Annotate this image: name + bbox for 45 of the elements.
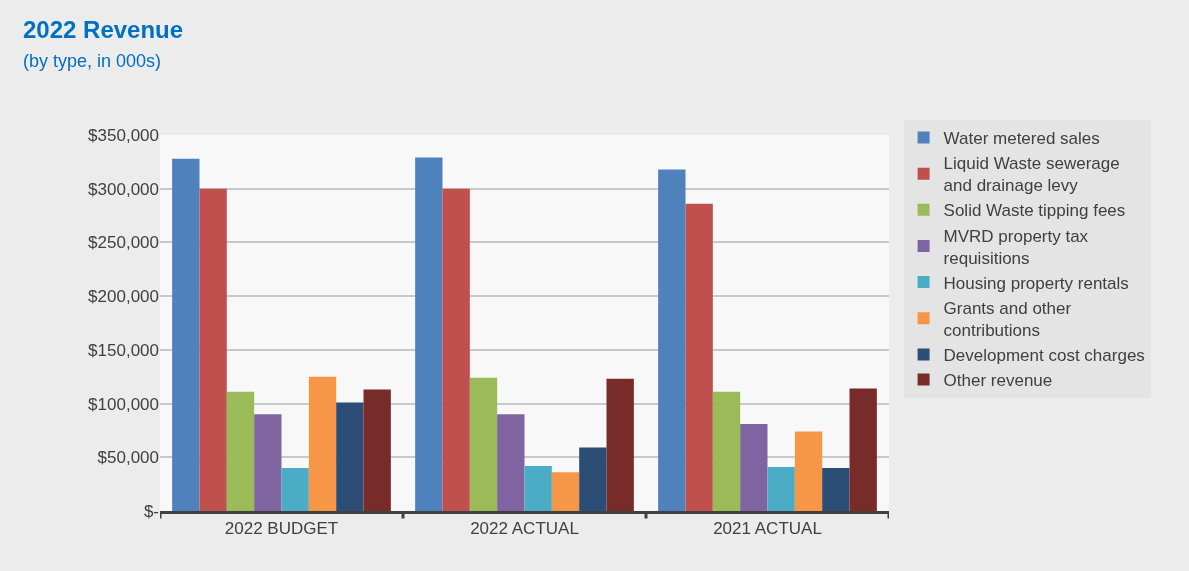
x-tick-label: 2022 BUDGET (224, 519, 339, 539)
legend-label: Water metered sales (943, 129, 1100, 149)
bar (226, 391, 255, 511)
bar (794, 431, 823, 511)
bar (199, 188, 227, 511)
bar (712, 391, 741, 511)
legend-label: Grants and other contributions (943, 298, 1072, 340)
bar (767, 466, 795, 511)
chart-subtitle: (by type, in 000s) (23, 51, 162, 71)
bar (551, 472, 580, 511)
y-tick-label: $350,000 (88, 125, 159, 145)
bar (281, 468, 309, 511)
y-tick-label: $100,000 (88, 394, 159, 414)
bar (363, 389, 391, 511)
legend-label: Housing property rentals (943, 273, 1129, 293)
x-tick-label: 2021 ACTUAL (713, 519, 822, 539)
chart-title: 2022 Revenue (23, 16, 184, 43)
bar (740, 423, 768, 511)
x-tick-label: 2022 ACTUAL (470, 519, 579, 539)
bar (172, 158, 200, 511)
bar (415, 157, 443, 511)
bar (822, 468, 850, 511)
bar (254, 414, 282, 511)
bar (579, 447, 607, 511)
legend-label: Other revenue (943, 371, 1053, 391)
bar (849, 388, 877, 511)
legend-label: Solid Waste tipping fees (943, 201, 1126, 221)
legend-label: MVRD property tax requisitions (943, 226, 1089, 268)
y-tick-label: $- (143, 501, 159, 521)
bar (497, 414, 525, 511)
bar (336, 402, 364, 511)
bar (308, 376, 337, 511)
bar (469, 377, 498, 511)
y-tick-label: $300,000 (88, 179, 159, 199)
legend-label: Development cost charges (943, 346, 1145, 366)
y-tick-label: $50,000 (97, 448, 159, 468)
legend-label: Liquid Waste sewerage and drainage levy (943, 154, 1120, 196)
y-tick-label: $200,000 (88, 287, 159, 307)
bar (524, 465, 552, 511)
bar (442, 188, 470, 511)
bar (685, 203, 713, 511)
y-tick-label: $150,000 (88, 340, 159, 360)
bar (606, 378, 634, 511)
y-tick-label: $250,000 (88, 233, 159, 253)
bar (658, 169, 686, 511)
